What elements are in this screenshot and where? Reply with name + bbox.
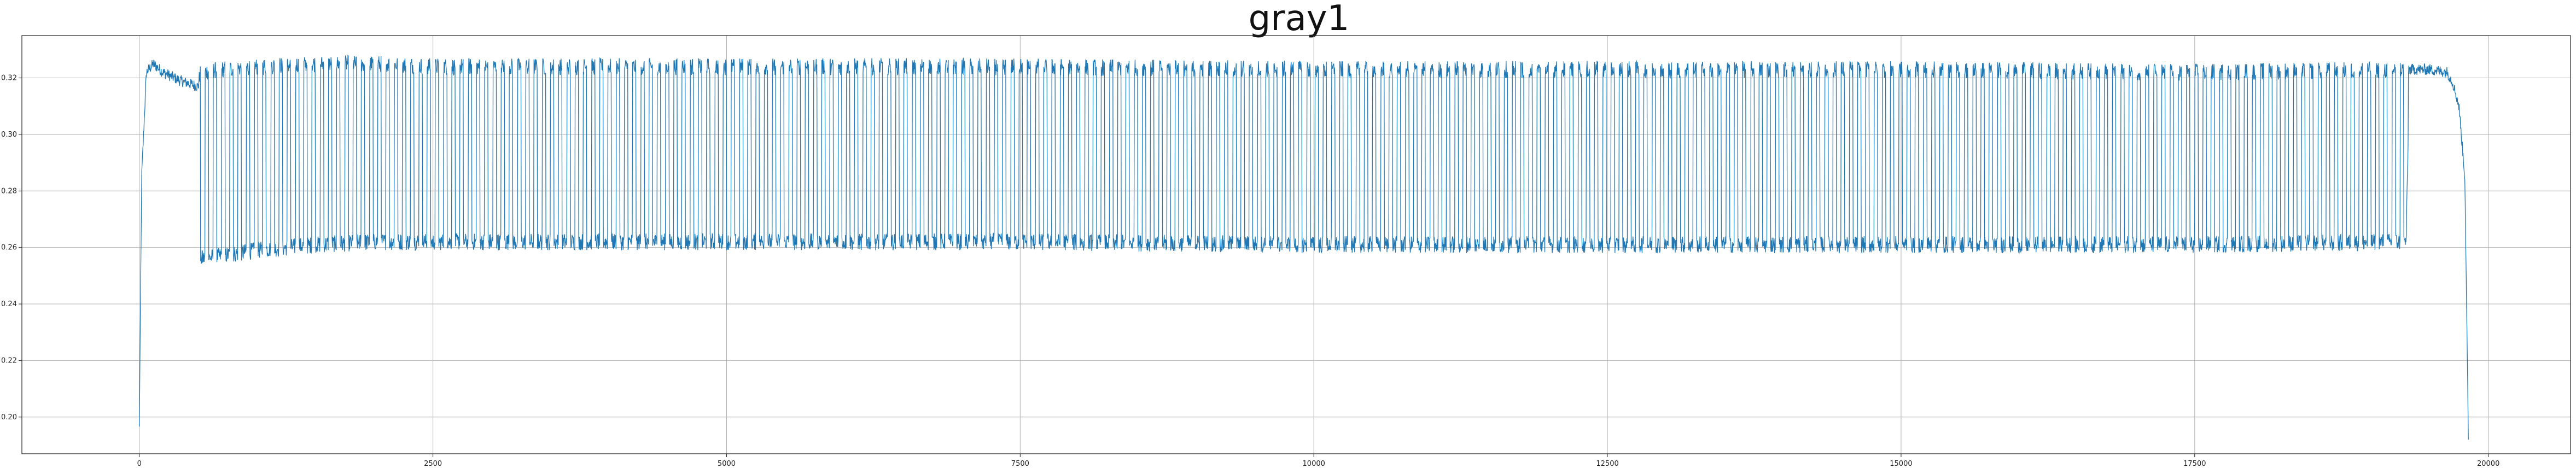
x-tick-label: 17500 (2183, 460, 2206, 468)
x-tick-label: 2500 (424, 460, 442, 468)
chart-title: gray1 (1249, 0, 1350, 39)
series-line (139, 54, 2469, 440)
y-axis: 0.20 0.22 0.24 0.26 0.28 0.30 0.32 (1, 74, 22, 422)
x-tick-label: 20000 (2477, 460, 2499, 468)
x-tick-label: 10000 (1303, 460, 1325, 468)
y-tick-label: 0.28 (1, 187, 17, 195)
y-tick-label: 0.26 (1, 244, 17, 252)
x-tick-label: 0 (137, 460, 142, 468)
x-tick-label: 7500 (1011, 460, 1029, 468)
y-tick-label: 0.20 (1, 413, 17, 422)
x-axis: 0 2500 5000 7500 10000 12500 15000 17500 20000 (137, 454, 2499, 468)
grid (22, 36, 2571, 454)
x-tick-label: 15000 (1890, 460, 1912, 468)
data-layer (139, 54, 2469, 440)
y-tick-label: 0.22 (1, 356, 17, 365)
x-tick-label: 5000 (718, 460, 736, 468)
y-tick-label: 0.30 (1, 131, 17, 139)
y-tick-label: 0.32 (1, 74, 17, 83)
x-tick-label: 12500 (1596, 460, 1618, 468)
plot-frame (21, 35, 2571, 454)
y-tick-label: 0.24 (1, 300, 17, 308)
